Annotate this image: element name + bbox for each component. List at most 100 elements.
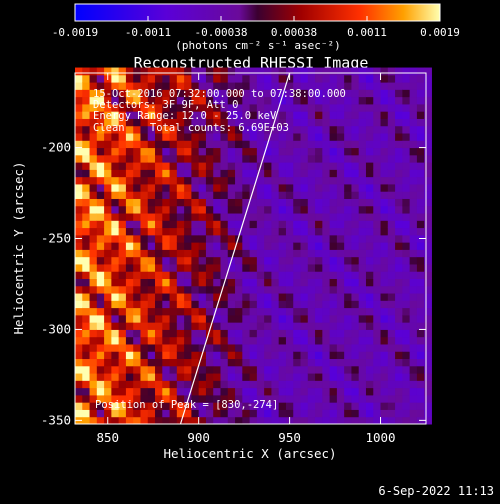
- heatmap-cell: [213, 227, 221, 236]
- heatmap-cell: [184, 191, 192, 199]
- heatmap-cell: [205, 118, 214, 127]
- heatmap-cell: [176, 147, 185, 156]
- heatmap-cell: [75, 140, 83, 149]
- heatmap-cell: [365, 111, 374, 119]
- heatmap-cell: [315, 205, 323, 214]
- heatmap-cell: [395, 351, 403, 360]
- heatmap-cell: [125, 271, 134, 279]
- heatmap-cell: [220, 198, 229, 207]
- heatmap-cell: [75, 271, 83, 279]
- heatmap-cell: [256, 176, 265, 185]
- heatmap-cell: [198, 118, 207, 127]
- heatmap-cell: [104, 249, 112, 258]
- heatmap-cell: [75, 191, 83, 199]
- heatmap-cell: [256, 234, 265, 243]
- heatmap-cell: [300, 154, 309, 163]
- heatmap-cell: [336, 162, 345, 170]
- heatmap-cell: [89, 343, 98, 352]
- heatmap-cell: [205, 263, 214, 272]
- heatmap-cell: [329, 191, 338, 199]
- heatmap-cell: [307, 147, 316, 156]
- heatmap-cell: [387, 271, 396, 279]
- heatmap-cell: [293, 249, 302, 258]
- heatmap-cell: [402, 220, 411, 229]
- heatmap-cell: [89, 118, 98, 127]
- heatmap-cell: [409, 293, 418, 301]
- heatmap-cell: [96, 249, 105, 258]
- heatmap-cell: [155, 74, 163, 83]
- heatmap-cell: [365, 118, 374, 127]
- heatmap-cell: [365, 314, 374, 323]
- heatmap-cell: [227, 278, 236, 287]
- heatmap-cell: [96, 416, 105, 425]
- heatmap-cell: [336, 402, 345, 410]
- heatmap-cell: [191, 387, 200, 396]
- heatmap-cell: [307, 67, 316, 76]
- heatmap-cell: [424, 227, 432, 236]
- heatmap-cell: [300, 242, 309, 250]
- heatmap-cell: [395, 314, 403, 323]
- heatmap-cell: [322, 293, 331, 301]
- heatmap-cell: [220, 169, 229, 178]
- heatmap-cell: [184, 416, 192, 425]
- heatmap-cell: [351, 96, 360, 105]
- heatmap-cell: [155, 249, 163, 258]
- heatmap-cell: [198, 96, 207, 105]
- heatmap-cell: [351, 322, 360, 330]
- heatmap-cell: [118, 67, 127, 76]
- heatmap-cell: [205, 249, 214, 258]
- heatmap-cell: [329, 365, 338, 374]
- heatmap-cell: [184, 103, 192, 112]
- heatmap-cell: [395, 256, 403, 265]
- heatmap-cell: [82, 111, 91, 119]
- heatmap-cell: [96, 154, 105, 163]
- heatmap-cell: [155, 147, 163, 156]
- heatmap-cell: [191, 336, 200, 345]
- heatmap-cell: [242, 213, 251, 221]
- heatmap-cell: [387, 329, 396, 338]
- heatmap-cell: [380, 285, 389, 294]
- heatmap-cell: [264, 242, 272, 250]
- heatmap-cell: [249, 285, 258, 294]
- heatmap-cell: [133, 67, 141, 76]
- heatmap-cell: [133, 234, 141, 243]
- heatmap-cell: [184, 205, 192, 214]
- heatmap-cell: [205, 387, 214, 396]
- heatmap-cell: [198, 278, 207, 287]
- heatmap-cell: [205, 336, 214, 345]
- heatmap-cell: [75, 293, 83, 301]
- heatmap-cell: [125, 103, 134, 112]
- heatmap-cell: [213, 154, 221, 163]
- heatmap-cell: [82, 336, 91, 345]
- heatmap-cell: [307, 162, 316, 170]
- heatmap-cell: [155, 103, 163, 112]
- heatmap-cell: [380, 89, 389, 98]
- heatmap-cell: [220, 351, 229, 360]
- heatmap-cell: [395, 249, 403, 258]
- heatmap-cell: [344, 322, 352, 330]
- heatmap-cell: [242, 82, 251, 90]
- heatmap-cell: [155, 162, 163, 170]
- heatmap-cell: [227, 67, 236, 76]
- heatmap-cell: [293, 416, 302, 425]
- heatmap-cell: [380, 329, 389, 338]
- heatmap-cell: [424, 416, 432, 425]
- heatmap-cell: [395, 191, 403, 199]
- heatmap-cell: [329, 242, 338, 250]
- heatmap-cell: [424, 140, 432, 149]
- heatmap-cell: [416, 118, 425, 127]
- heatmap-cell: [285, 402, 294, 410]
- heatmap-cell: [322, 118, 331, 127]
- heatmap-cell: [373, 314, 382, 323]
- heatmap-cell: [395, 82, 403, 90]
- heatmap-cell: [155, 402, 163, 410]
- heatmap-cell: [213, 351, 221, 360]
- heatmap-cell: [75, 263, 83, 272]
- heatmap-cell: [387, 394, 396, 403]
- heatmap-cell: [264, 249, 272, 258]
- heatmap-cell: [133, 394, 141, 403]
- heatmap-cell: [75, 394, 83, 403]
- heatmap-cell: [409, 169, 418, 178]
- heatmap-cell: [75, 300, 83, 309]
- heatmap-cell: [176, 358, 185, 367]
